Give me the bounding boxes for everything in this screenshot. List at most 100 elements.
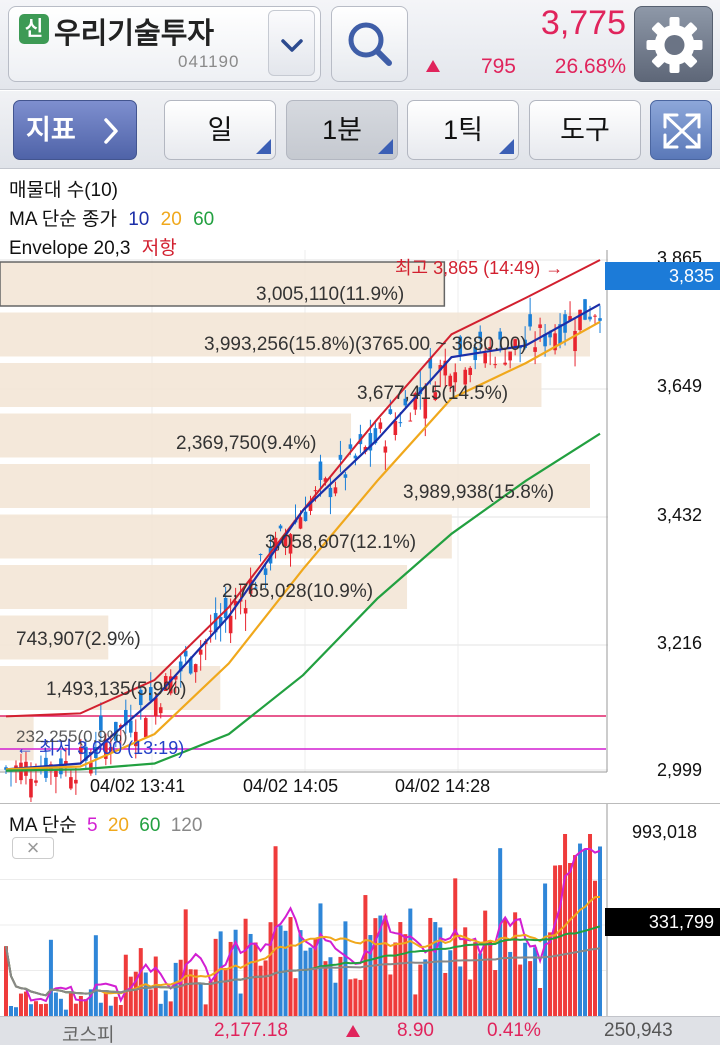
volume-bar	[168, 1001, 173, 1016]
low-annotation: ← 최저 3,000 (13:19)	[16, 738, 185, 758]
volume-current-tag: 331,799	[605, 908, 720, 936]
volume-ma-legend: MA 단순 5 20 60 120	[9, 810, 202, 837]
search-icon	[348, 22, 392, 66]
candle-body	[193, 664, 198, 673]
volume-bar	[503, 918, 508, 1016]
candle-body	[443, 360, 448, 376]
volume-bar	[388, 974, 393, 1016]
volume-bar	[538, 987, 543, 1016]
volume-bar	[78, 995, 83, 1016]
volume-bar	[278, 925, 283, 1016]
volume-bar	[198, 983, 203, 1016]
period-day-button[interactable]: 일	[164, 100, 276, 160]
volume-bar	[228, 941, 233, 1016]
volume-bar	[43, 1003, 48, 1016]
candle-body	[133, 731, 138, 747]
price-chart-canvas[interactable]	[0, 170, 720, 802]
volume-bar	[518, 964, 523, 1016]
candle-body	[64, 761, 68, 766]
volume-bar	[93, 935, 98, 1016]
volume-bar	[393, 942, 398, 1016]
volume-bar	[358, 979, 363, 1016]
candle-body	[303, 511, 308, 522]
volume-bar	[313, 938, 318, 1016]
candle-body	[243, 608, 248, 614]
dropdown-corner-icon	[378, 139, 393, 154]
candle-body	[278, 525, 283, 529]
volume-bar	[493, 970, 498, 1016]
x-tick-label: 04/02 14:28	[395, 776, 491, 796]
candle-body	[253, 587, 258, 589]
index-ticker-bar[interactable]: 코스피 2,177.18 8.90 0.41% 250,943	[0, 1016, 720, 1045]
volume-bar	[13, 1007, 18, 1016]
stock-dropdown-button[interactable]	[268, 10, 315, 76]
volume-bar	[528, 961, 533, 1016]
volume-bar	[438, 927, 443, 1016]
close-icon[interactable]: ×	[12, 837, 54, 859]
candle-body	[313, 490, 318, 492]
volume-bar	[233, 929, 238, 1016]
volume-bar	[468, 979, 473, 1016]
volume-profile-label: 1,493,135(5.9%)	[46, 679, 187, 700]
candle-body	[398, 422, 403, 424]
volume-bar	[418, 964, 423, 1016]
volume-bar	[403, 934, 408, 1016]
volume-bar	[383, 915, 388, 1016]
settings-button[interactable]	[634, 6, 713, 82]
fullscreen-button[interactable]	[650, 100, 712, 160]
volume-bar	[558, 865, 563, 1016]
volume-chart[interactable]: MA 단순 5 20 60 120 × 993,018 331,799	[0, 803, 720, 1017]
volume-bar	[553, 865, 558, 1016]
volume-bar	[473, 942, 478, 1016]
candle-body	[478, 331, 483, 339]
volume-bar	[18, 993, 23, 1016]
vol-ma-120-label: 120	[170, 815, 203, 836]
volume-bar	[208, 981, 213, 1016]
ma-line-60	[5, 432, 601, 772]
tick-button[interactable]: 1틱	[407, 100, 519, 160]
candle-body	[148, 687, 153, 701]
current-price: 3,775	[540, 4, 626, 42]
vol-ma-60-label: 60	[139, 815, 161, 836]
volume-bar	[513, 912, 518, 1016]
search-button[interactable]	[331, 6, 408, 82]
candle-body	[383, 446, 388, 453]
candle-body	[183, 650, 188, 657]
volume-bar	[73, 1003, 78, 1016]
volume-bar	[8, 1005, 13, 1016]
indicator-button[interactable]: 지표	[13, 100, 137, 160]
candle-body	[158, 707, 163, 714]
volume-bar	[58, 998, 63, 1016]
stock-name[interactable]: 우리기술투자	[54, 18, 215, 50]
candle-body	[538, 324, 542, 328]
period-minute-button[interactable]: 1분	[286, 100, 398, 160]
volume-bar	[98, 1002, 103, 1016]
price-change: 795	[480, 55, 516, 78]
volume-bar	[113, 996, 118, 1016]
volume-bar	[248, 933, 253, 1016]
dropdown-corner-icon	[256, 139, 271, 154]
gear-icon	[646, 17, 703, 73]
candle-body	[453, 372, 458, 383]
tools-button[interactable]: 도구	[529, 100, 641, 160]
candle-body	[323, 478, 328, 482]
volume-bar	[223, 967, 228, 1016]
price-change-rate: 26.68%	[554, 55, 626, 78]
volume-bar	[133, 971, 138, 1016]
price-chart[interactable]: 매물대 수(10) MA 단순 종가 10 20 60 Envelope 20,…	[0, 170, 720, 802]
ma-line-10	[5, 303, 601, 771]
volume-bar	[253, 942, 258, 1016]
volume-bar	[123, 954, 128, 1016]
volume-chart-canvas[interactable]	[0, 804, 720, 1017]
candle-body	[543, 334, 547, 347]
volume-bar	[338, 956, 343, 1016]
volume-profile-label: 2,765,028(10.9%)	[222, 581, 374, 602]
volume-profile-bar	[0, 514, 452, 559]
stock-code: 041190	[178, 52, 240, 71]
candle-body	[348, 444, 353, 449]
candle-body	[428, 358, 433, 369]
volume-bar	[158, 1003, 163, 1016]
y-tick-label: 3,216	[657, 633, 703, 653]
candle-body	[123, 709, 128, 726]
candle-body	[198, 649, 203, 655]
